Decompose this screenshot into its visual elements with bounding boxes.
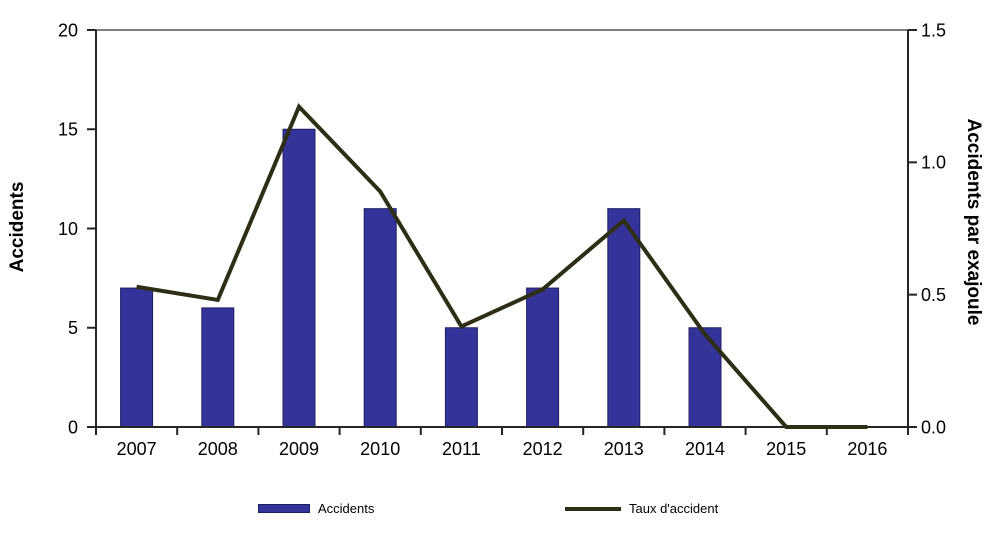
legend-label-taux: Taux d'accident [629,501,719,516]
left-tick-label: 10 [58,219,78,239]
legend-item-accidents: Accidents [258,501,374,516]
bar-2013 [607,208,641,428]
line-legend-swatch [565,506,621,511]
right-tick-label: 0.0 [921,417,946,437]
bar-2010 [363,208,397,428]
right-tick-label: 1.5 [921,20,946,40]
bar-2014 [688,327,722,428]
left-tick-label: 20 [58,20,78,40]
x-tick-label-2014: 2014 [685,439,725,459]
legend-label-accidents: Accidents [318,501,375,516]
x-tick-label-2016: 2016 [847,439,887,459]
bar-2008 [201,307,235,428]
left-tick-label: 5 [68,318,78,338]
bar-2009 [282,128,316,428]
bar-2007 [120,287,154,428]
x-tick-label-2015: 2015 [766,439,806,459]
x-tick-label-2010: 2010 [360,439,400,459]
right-tick-label: 1.0 [921,153,946,173]
accident-rate-line [136,103,868,429]
bar-2011 [444,327,478,428]
right-tick-label: 0.5 [921,285,946,305]
x-tick-label-2011: 2011 [442,439,481,459]
legend-item-taux: Taux d'accident [565,501,718,516]
x-tick-label-2012: 2012 [523,439,563,459]
left-tick-label: 15 [58,120,78,140]
left-tick-label: 0 [68,417,78,437]
x-tick-label-2007: 2007 [117,439,157,459]
bar-legend-swatch [258,504,310,513]
x-tick-label-2013: 2013 [604,439,644,459]
x-tick-label-2009: 2009 [279,439,319,459]
x-tick-label-2008: 2008 [198,439,238,459]
bar-2012 [526,287,560,428]
